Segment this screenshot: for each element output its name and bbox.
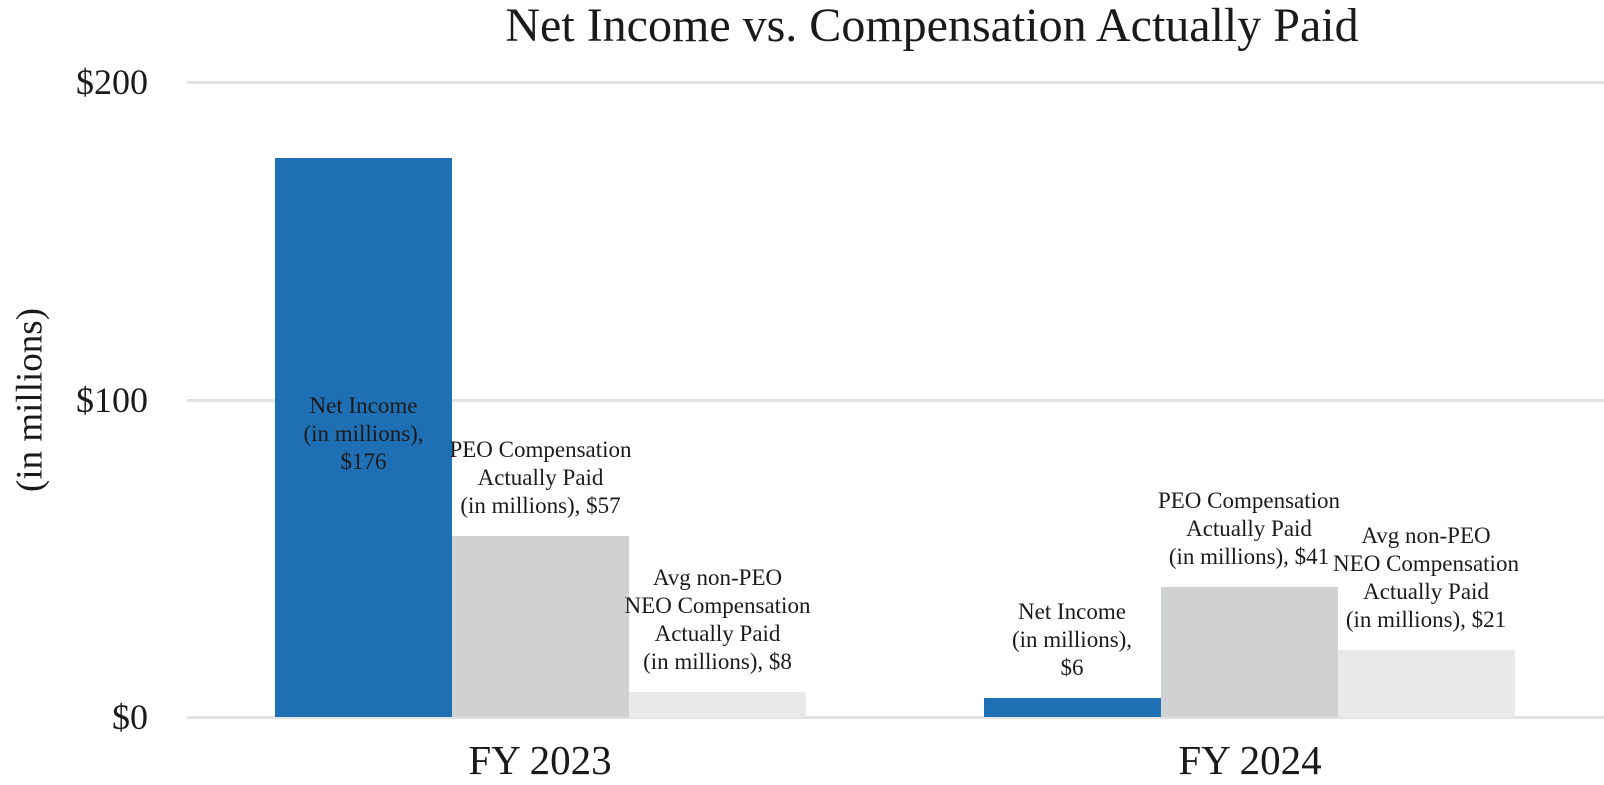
bar-peo-compensation-actually-paid-fy-2024 — [1160, 586, 1338, 717]
chart-title: Net Income vs. Compensation Actually Pai… — [505, 0, 1359, 52]
bar-peo-compensation-actually-paid-fy-2023 — [452, 536, 629, 717]
gridline-100 — [187, 399, 1604, 402]
y-tick-200: $200 — [76, 62, 148, 102]
bar-data-label-peo-compensation-actually-paid-fy-2023: PEO Compensation Actually Paid (in million… — [449, 437, 632, 519]
bar-data-label-net-income-fy-2023: Net Income (in millions), $176 — [303, 393, 424, 474]
bar-data-label-net-income-fy-2024: Net Income (in millions), $6 — [1011, 598, 1133, 680]
gridline-200 — [187, 81, 1604, 84]
bar-net-income-fy-2024 — [983, 697, 1161, 717]
bar-data-label-avg-non-peo-neo-compensation-actually-paid-fy-2023: Avg non-PEO NEO Compensation Actually Paid… — [624, 564, 811, 674]
bar-net-income-fy-2023 — [275, 158, 452, 717]
gridline-0 — [187, 716, 1604, 719]
x-category-fy-2023: FY 2023 — [468, 737, 612, 783]
bar-data-label-peo-compensation-actually-paid-fy-2024: PEO Compensation Actually Paid (in million… — [1157, 487, 1341, 569]
bar-avg-non-peo-neo-compensation-actually-paid-fy-2024 — [1337, 650, 1515, 717]
y-axis-title: (in millions) — [9, 308, 51, 492]
bar-data-label-avg-non-peo-neo-compensation-actually-paid-fy-2024: Avg non-PEO NEO Compensation Actually Paid… — [1333, 523, 1519, 633]
y-tick-100: $100 — [76, 380, 148, 420]
bar-avg-non-peo-neo-compensation-actually-paid-fy-2023 — [629, 691, 806, 717]
y-tick-0: $0 — [112, 697, 148, 737]
x-category-fy-2024: FY 2024 — [1178, 737, 1322, 783]
